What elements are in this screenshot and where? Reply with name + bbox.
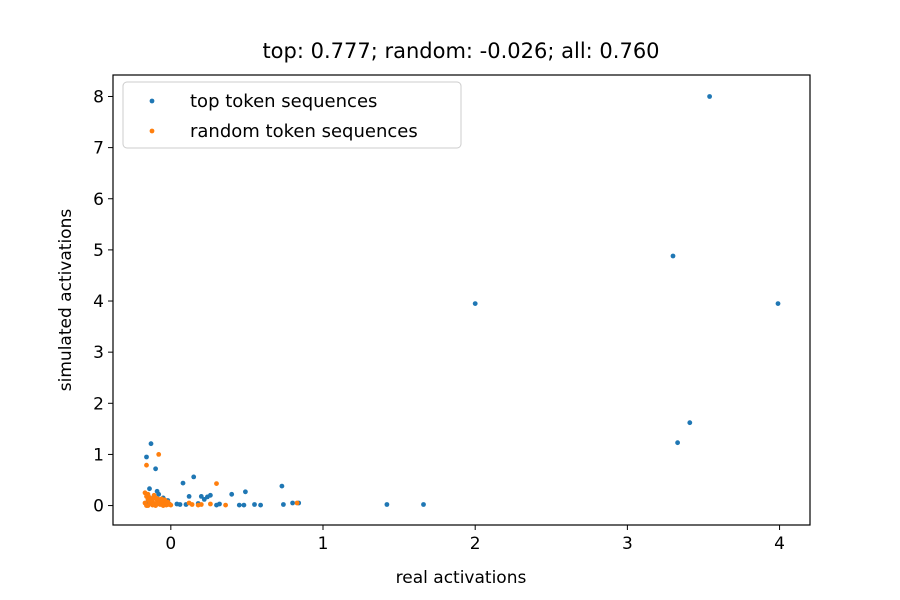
y-tick-label-5: 5	[93, 241, 104, 261]
point-random-44	[145, 503, 151, 508]
point-top-11	[279, 483, 285, 489]
x-tick-label-4: 4	[774, 534, 785, 554]
y-tick-label-6: 6	[93, 190, 104, 210]
point-random-9	[186, 500, 192, 506]
point-random-46	[154, 501, 160, 507]
point-top-0	[707, 94, 712, 99]
x-axis-ticks: 0 1 2 3 4	[165, 525, 785, 554]
legend-marker-random	[149, 128, 155, 134]
point-top-19	[214, 502, 219, 508]
point-top-16	[236, 502, 242, 508]
x-tick-label-2: 2	[470, 534, 481, 554]
point-top-13	[252, 502, 257, 507]
point-top-15	[241, 502, 247, 508]
point-top-22	[201, 497, 207, 502]
legend-label-top: top token sequences	[190, 91, 377, 112]
point-random-5	[208, 501, 213, 507]
legend: top token sequences random token sequenc…	[122, 81, 462, 149]
point-top-10	[281, 502, 286, 507]
point-top-3	[775, 301, 781, 306]
y-tick-label-1: 1	[93, 445, 104, 465]
x-axis-label: real activations	[396, 568, 527, 588]
points-layer	[142, 94, 781, 508]
point-top-4	[687, 420, 693, 426]
point-top-36	[156, 491, 162, 497]
point-random-40	[160, 503, 166, 508]
point-random-2	[214, 481, 219, 486]
y-axis-ticks: 0 1 2 3 4 5 6 7 8	[93, 87, 113, 517]
point-random-1	[144, 462, 149, 468]
point-top-30	[174, 501, 180, 507]
point-top-34	[147, 486, 152, 492]
y-tick-label-8: 8	[93, 87, 104, 107]
legend-label-random: random token sequences	[190, 121, 418, 142]
point-top-23	[198, 494, 204, 499]
point-top-9	[290, 500, 295, 506]
legend-box	[122, 81, 462, 149]
chart-title: top: 0.777; random: -0.026; all: 0.760	[262, 39, 659, 63]
point-top-7	[384, 502, 390, 507]
point-top-33	[153, 466, 159, 472]
point-random-7	[195, 502, 201, 508]
point-top-6	[421, 502, 426, 507]
y-tick-label-3: 3	[93, 343, 104, 363]
y-tick-label-4: 4	[93, 292, 104, 312]
y-tick-label-7: 7	[93, 139, 104, 159]
point-top-12	[258, 502, 263, 508]
point-top-14	[243, 489, 248, 495]
point-top-2	[472, 301, 478, 306]
point-random-4	[223, 502, 229, 508]
point-random-3	[294, 500, 300, 506]
y-axis-label: simulated activations	[56, 209, 76, 392]
point-top-31	[148, 441, 154, 447]
point-random-0	[156, 452, 162, 457]
x-tick-label-0: 0	[165, 534, 176, 554]
point-random-47	[159, 498, 165, 504]
plot-frame	[112, 74, 811, 526]
point-random-45	[150, 496, 156, 502]
x-tick-label-1: 1	[318, 534, 329, 554]
x-tick-label-3: 3	[622, 534, 633, 554]
point-top-26	[186, 494, 192, 499]
y-tick-label-2: 2	[93, 394, 104, 414]
point-top-25	[191, 474, 197, 480]
point-random-43	[165, 502, 171, 507]
point-top-1	[670, 253, 676, 259]
point-top-28	[180, 480, 186, 486]
point-top-5	[675, 440, 680, 446]
legend-marker-top	[149, 98, 155, 104]
point-top-32	[144, 454, 149, 460]
y-tick-label-0: 0	[93, 497, 104, 517]
point-top-17	[229, 491, 235, 497]
